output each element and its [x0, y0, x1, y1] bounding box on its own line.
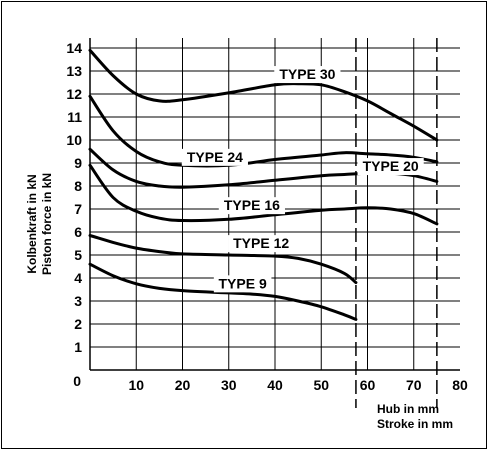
y-tick-label: 8: [74, 178, 82, 194]
y-tick-label: 6: [74, 224, 82, 240]
grid: [90, 38, 460, 370]
x-tick-label: 40: [267, 377, 283, 393]
series-label-bg: [357, 158, 424, 176]
y-axis-label-de: Kolbenkraft in kN: [25, 174, 39, 273]
y-tick-label: 7: [74, 201, 82, 217]
series-label-type-30: TYPE 30: [279, 66, 335, 82]
y-tick-label: 13: [66, 63, 82, 79]
y-tick-label: 9: [74, 155, 82, 171]
series-label-bg: [228, 235, 295, 253]
x-tick-label: 60: [360, 377, 376, 393]
origin-label: 0: [73, 373, 81, 389]
y-tick-label: 5: [74, 247, 82, 263]
y-tick-label: 10: [66, 132, 82, 148]
x-tick-label: 30: [221, 377, 237, 393]
series-label-type-24: TYPE 24: [187, 149, 243, 165]
series-label-type-9: TYPE 9: [219, 275, 267, 291]
series-label-type-16: TYPE 16: [224, 197, 280, 213]
y-tick-label: 1: [74, 339, 82, 355]
series-line-type-9: [88, 262, 358, 321]
axes: [89, 38, 460, 371]
series-label-type-12: TYPE 12: [233, 235, 289, 251]
y-tick-label: 11: [67, 109, 82, 125]
x-tick-label: 70: [406, 377, 422, 393]
series-line-type-16: [88, 163, 439, 226]
x-tick-label: 10: [128, 377, 144, 393]
x-axis-label-en: Stroke in mm: [377, 417, 453, 431]
x-tick-label: 50: [313, 377, 329, 393]
series-line-type-24: [88, 94, 439, 168]
series-labels: TYPE 30 TYPE 24 TYPE 20 TYPE 16 TYPE 12 TYPE …: [181, 66, 424, 293]
y-tick-label: 14: [66, 40, 82, 56]
series-label-type-20: TYPE 20: [363, 158, 419, 174]
series-label-bg: [218, 197, 285, 215]
series-label-bg: [181, 148, 248, 166]
series-label-bg: [213, 275, 272, 293]
x-axis-label-de: Hub in mm: [377, 402, 439, 416]
y-tick-label: 4: [74, 270, 82, 286]
y-tick-label: 2: [74, 316, 82, 332]
series-line-type-30: [88, 48, 439, 142]
x-tick-label: 20: [175, 377, 191, 393]
series-label-bg: [274, 66, 341, 84]
x-tick-label: 80: [452, 377, 468, 393]
y-axis-label-en: Piston force in kN: [40, 173, 54, 275]
series-line-type-12: [88, 234, 358, 285]
y-tick-label: 12: [66, 86, 82, 102]
y-tick-label: 3: [74, 293, 82, 309]
